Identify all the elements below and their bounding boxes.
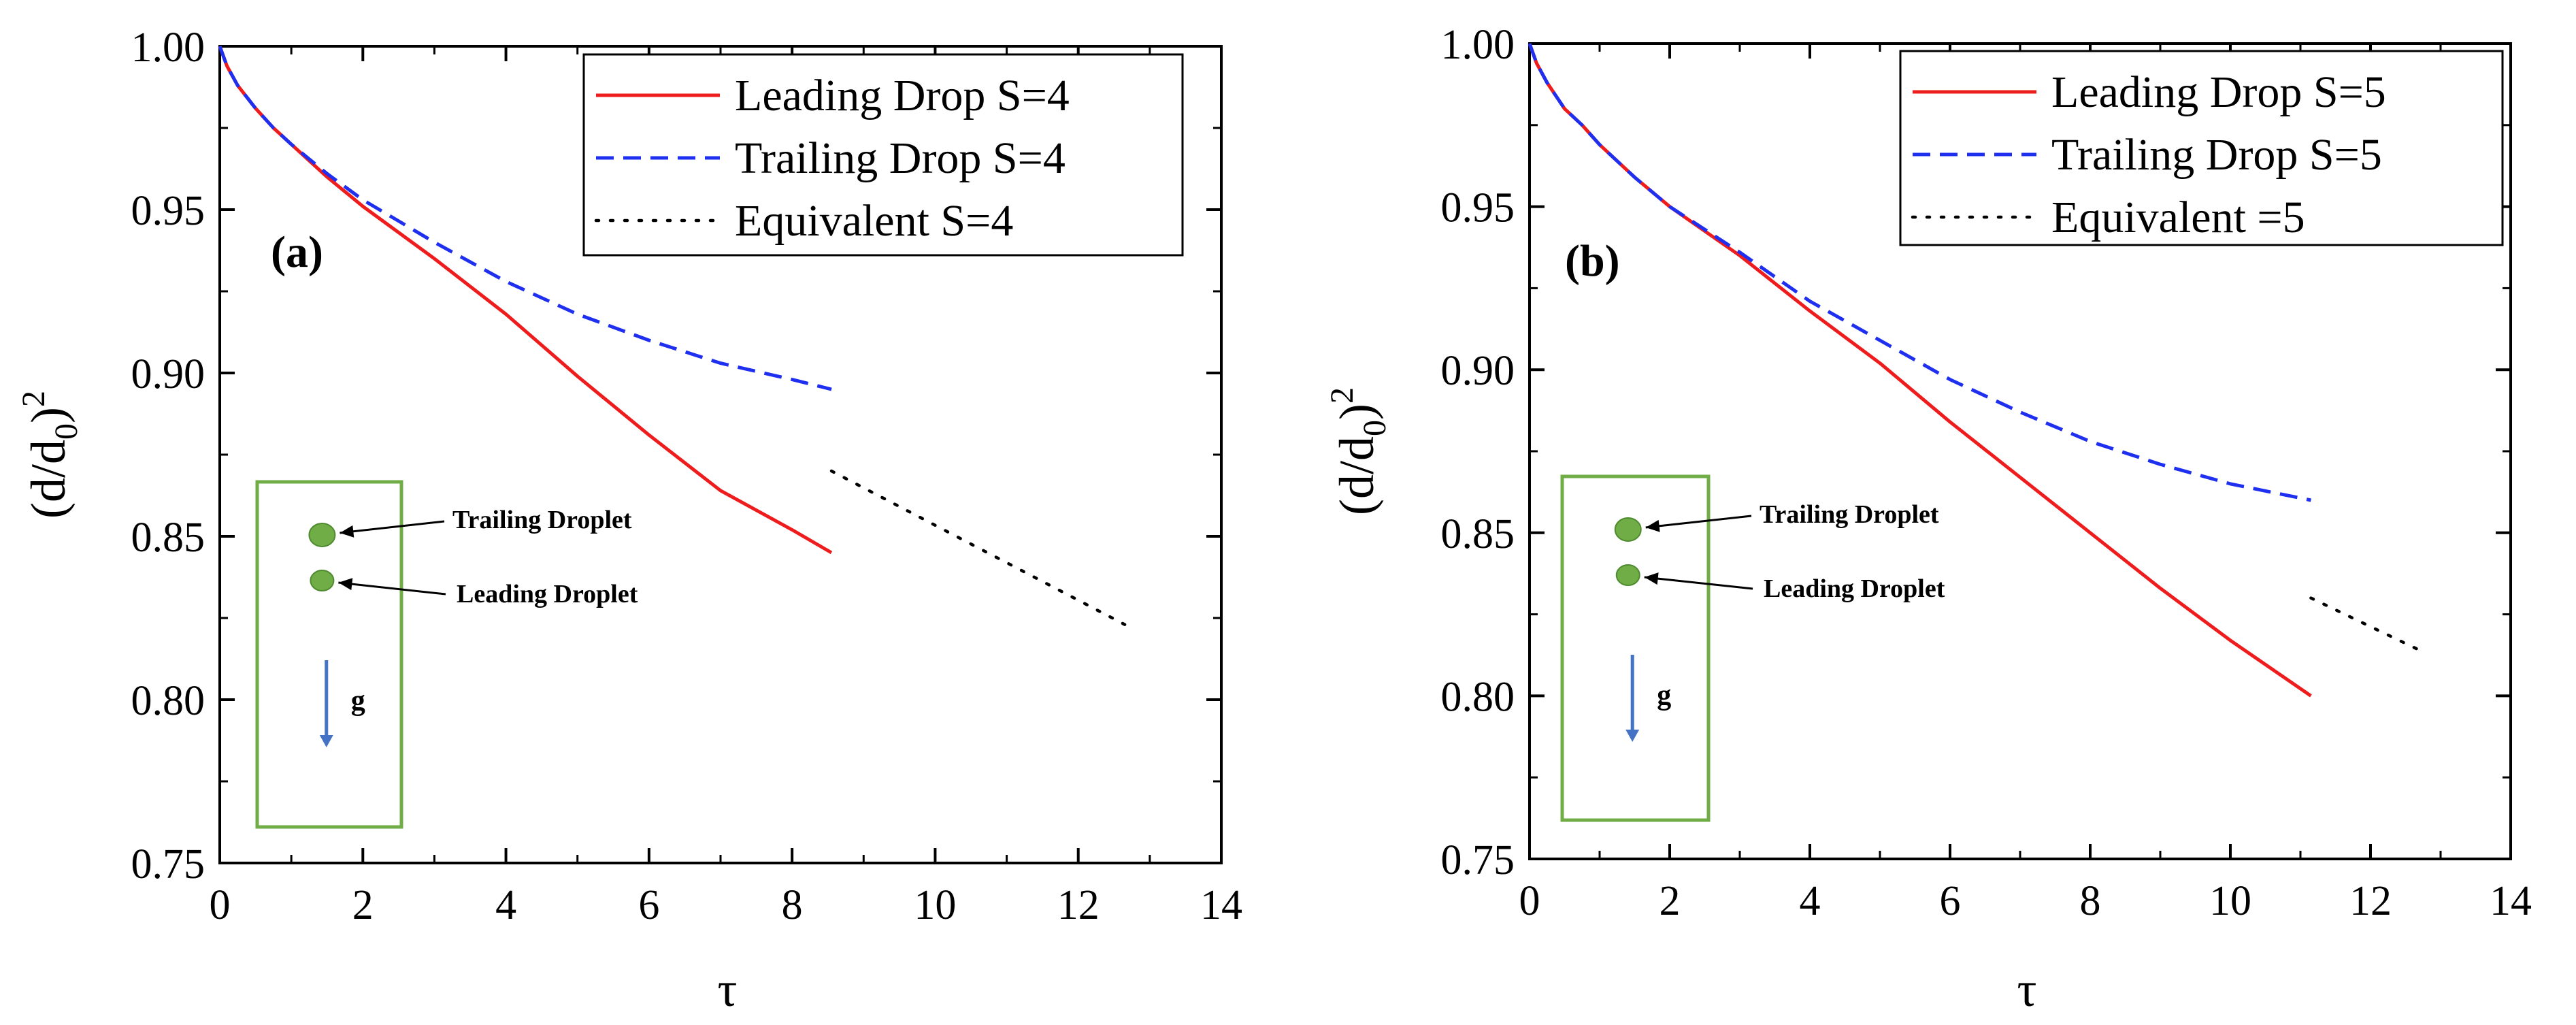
x-tick-label: 10 <box>914 882 956 928</box>
trailing-droplet-label: Trailing Droplet <box>452 506 632 534</box>
series-line-dashed <box>218 46 832 391</box>
y-axis-title-base: (d/d <box>1330 436 1384 515</box>
inset-box <box>255 480 403 829</box>
y-tick-label: 0.75 <box>131 841 205 888</box>
legend-box <box>1899 50 2504 246</box>
series-line-dashed <box>1528 43 2311 502</box>
trailing-droplet-label: Trailing Droplet <box>1760 500 1939 529</box>
inset-box <box>1560 474 1711 822</box>
x-tick-label: 4 <box>495 882 516 928</box>
x-tick-label: 6 <box>1940 878 1961 924</box>
panel-b: 0 2 4 6 8 10 12 14 0.75 0.80 0.85 0.90 0.95 1.00 τ (d/d… <box>1324 22 2532 1017</box>
panel-label: (a) <box>271 227 323 277</box>
x-tick-label: 2 <box>352 882 374 928</box>
panel-label: (b) <box>1565 236 1620 286</box>
legend-entry: Leading Drop S=5 <box>2051 67 2386 117</box>
leading-arrow-head <box>1644 572 1659 585</box>
x-tick-label: 10 <box>2209 878 2251 924</box>
x-tick-label: 8 <box>2080 878 2101 924</box>
leading-arrow-line <box>1644 576 1753 590</box>
y-axis-title: (d/d0)2 <box>1324 387 1393 515</box>
y-axis-title-base: (d/d <box>21 440 76 519</box>
trailing-arrow-line <box>340 520 445 534</box>
y-tick-label: 0.75 <box>1441 837 1515 883</box>
y-tick-label: 0.85 <box>1441 511 1515 557</box>
x-axis-title: τ <box>718 962 738 1017</box>
gravity-arrow-icon <box>1625 730 1640 742</box>
y-tick-label: 0.90 <box>131 351 205 397</box>
series-line-solid <box>218 46 833 555</box>
x-tick-label: 8 <box>782 882 803 928</box>
x-tick-label: 14 <box>2490 878 2532 924</box>
y-axis-title-superscript: 2 <box>16 391 52 407</box>
y-tick-label: 0.85 <box>131 515 205 561</box>
leading-droplet-icon <box>1615 564 1640 586</box>
x-tick-label: 4 <box>1800 878 1821 924</box>
y-axis-title-subscript: 0 <box>1357 420 1393 436</box>
y-tick-label: 0.90 <box>1441 348 1515 394</box>
leading-droplet-label: Leading Droplet <box>1764 574 1945 603</box>
leading-arrow-line <box>338 581 446 596</box>
y-tick-label: 1.00 <box>1441 22 1515 68</box>
leading-droplet-label: Leading Droplet <box>457 580 638 608</box>
y-tick-label: 0.95 <box>1441 185 1515 231</box>
legend-entry: Equivalent S=4 <box>735 196 1013 246</box>
trailing-droplet-icon <box>308 523 336 547</box>
x-axis-title: τ <box>2017 962 2037 1017</box>
x-tick-label: 0 <box>1519 878 1540 924</box>
legend-entry: Trailing Drop S=5 <box>2051 130 2382 180</box>
panel-a: 0 2 4 6 8 10 12 14 0.75 0.80 0.85 0.90 0.95 1.00 τ (d/d… <box>16 25 1242 1017</box>
x-tick-label: 12 <box>2349 878 2392 924</box>
x-tick-label: 14 <box>1200 882 1242 928</box>
x-tick-label: 6 <box>638 882 659 928</box>
gravity-arrow-icon <box>319 735 333 747</box>
series-line-dotted <box>2309 596 2422 652</box>
x-tick-label: 2 <box>1659 878 1681 924</box>
trailing-arrow-head <box>1645 519 1660 532</box>
y-axis-title-close: ) <box>21 407 76 423</box>
gravity-label: g <box>351 685 365 717</box>
legend-entry: Equivalent =5 <box>2051 193 2305 242</box>
y-axis-title: (d/d0)2 <box>16 391 84 519</box>
y-tick-label: 1.00 <box>131 25 205 71</box>
legend-entry: Trailing Drop S=4 <box>735 133 1066 183</box>
x-tick-label: 0 <box>210 882 231 928</box>
y-tick-label: 0.80 <box>1441 674 1515 720</box>
y-axis-title-superscript: 2 <box>1324 387 1360 404</box>
x-tick-label: 12 <box>1057 882 1100 928</box>
y-tick-label: 0.80 <box>131 678 205 724</box>
series-line-dotted <box>829 469 1127 626</box>
trailing-arrow-line <box>1645 515 1752 529</box>
legend-entry: Leading Drop S=4 <box>735 71 1070 120</box>
leading-droplet-icon <box>310 570 335 591</box>
trailing-droplet-icon <box>1614 517 1642 542</box>
leading-arrow-head <box>338 578 353 591</box>
y-axis-title-subscript: 0 <box>48 423 84 440</box>
trailing-arrow-head <box>340 525 354 538</box>
y-tick-label: 0.95 <box>131 188 205 234</box>
gravity-label: g <box>1657 680 1671 711</box>
y-axis-title-close: ) <box>1330 404 1384 420</box>
